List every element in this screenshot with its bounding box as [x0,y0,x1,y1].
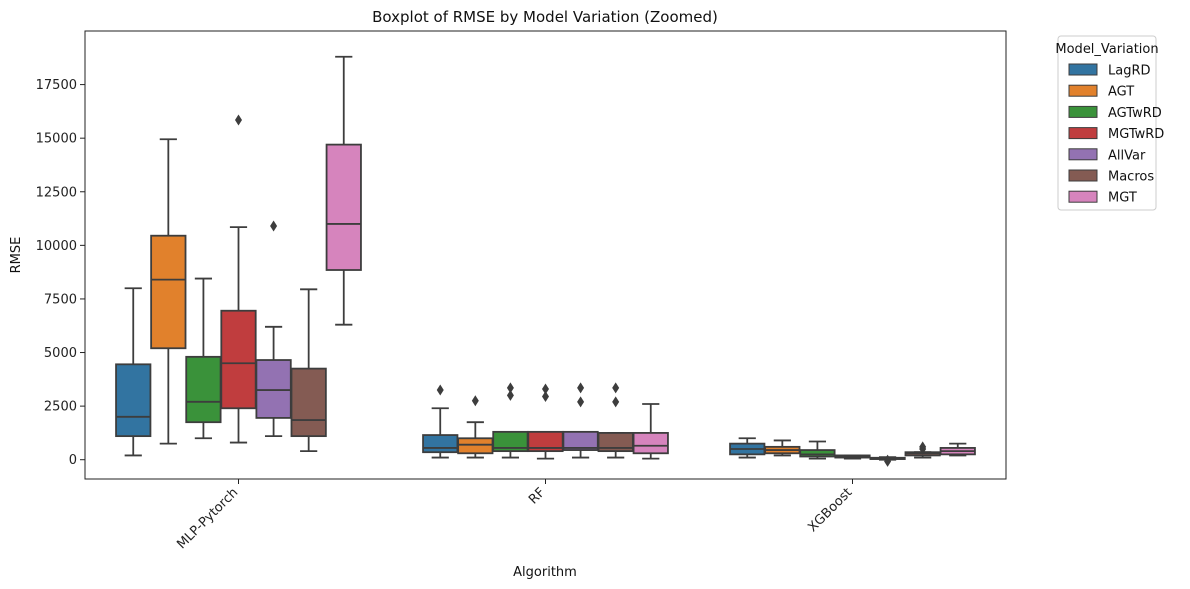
box-Macros-MLP-Pytorch [290,288,327,453]
box-iqr [255,359,292,419]
outlier-point [884,454,892,466]
legend-label: AGTwRD [1108,106,1162,121]
box-iqr [799,449,836,458]
box-iqr [290,367,327,438]
legend-item-AGTwRD: AGTwRD [1068,105,1162,121]
y-axis-title: RMSE [9,237,24,274]
box-MGT-XGBoost [939,442,976,457]
legend-swatch [1068,190,1098,203]
outlier-point [235,114,242,126]
legend-swatch [1068,127,1098,140]
box-iqr [632,432,669,455]
outlier-point [577,396,585,408]
plot-frame [84,30,1007,480]
y-tick-label: 10000 [36,239,77,254]
legend-label: LagRD [1108,64,1151,79]
legend-swatch [1068,63,1098,76]
box-MGTwRD-XGBoost [834,454,871,460]
box-iqr [220,309,257,410]
box-AGT-XGBoost [764,439,801,457]
outlier-point [506,382,514,394]
legend-item-AGT: AGT [1068,84,1134,100]
box-AllVar-XGBoost [869,454,906,467]
plot-area [115,55,976,467]
y-tick-label: 15000 [36,132,77,147]
legend-swatch [1068,169,1098,182]
outlier-point [919,441,927,453]
legend-label: Macros [1108,170,1154,185]
y-tick-label: 12500 [36,185,77,200]
outlier-point [577,382,585,394]
legend-swatch [1068,84,1098,97]
x-axis: MLP-Pytorch RF XGBoost [174,479,855,552]
box-AGTwRD-RF [492,382,529,459]
y-tick-label: 5000 [44,346,77,361]
box-LagRD-MLP-Pytorch [115,287,152,457]
legend-item-MGTwRD: MGTwRD [1068,127,1164,142]
y-tick-label: 0 [69,453,77,468]
box-iqr [115,363,152,438]
box-MGT-RF [632,403,669,460]
legend-swatch [1068,105,1098,118]
outlier-point [612,382,620,394]
x-tick-label: XGBoost [805,485,855,535]
y-tick-label: 7500 [44,292,77,307]
x-axis-title: Algorithm [513,565,577,580]
box-LagRD-RF [422,384,459,459]
box-AGT-MLP-Pytorch [150,138,187,445]
box-MGTwRD-MLP-Pytorch [220,114,257,444]
legend-swatch [1068,148,1098,161]
box-AGTwRD-XGBoost [799,440,836,460]
box-iqr [422,434,459,454]
box-MGT-MLP-Pytorch [325,55,362,326]
y-tick-label: 2500 [44,400,77,415]
y-tick-label: 17500 [36,78,77,93]
x-tick-label: RF [526,485,548,507]
box-LagRD-XGBoost [729,437,766,459]
box-Macros-RF [597,382,634,459]
legend: Model_Variation LagRD AGT AGTwRD MGTwRD AllV… [1055,35,1164,211]
legend-frame [1057,35,1157,211]
outlier-point [436,384,444,396]
legend-label: AGT [1108,85,1134,100]
box-AGT-RF [457,395,494,459]
box-iqr [457,437,494,455]
box-iqr [150,234,187,350]
legend-item-MGT: MGT [1068,190,1137,206]
outlier-point [506,389,514,401]
box-AGTwRD-MLP-Pytorch [185,277,222,440]
box-Macros-XGBoost [904,441,941,459]
chart-title: Boxplot of RMSE by Model Variation (Zoom… [372,8,718,26]
legend-item-LagRD: LagRD [1068,63,1151,79]
legend-title: Model_Variation [1055,42,1158,57]
box-iqr [185,355,222,424]
legend-label: MGT [1108,191,1137,206]
outlier-point [270,220,278,232]
box-iqr [325,143,362,271]
legend-item-Macros: Macros [1068,169,1154,185]
outlier-point [542,383,549,395]
legend-item-AllVar: AllVar [1068,148,1146,163]
x-tick-label: MLP-Pytorch [174,485,241,552]
outlier-point [542,390,549,402]
outlier-point [471,395,479,407]
outlier-point [612,396,620,408]
legend-items: LagRD AGT AGTwRD MGTwRD AllVar Macros MGT [1068,63,1164,206]
legend-label: MGTwRD [1108,127,1164,142]
box-MGTwRD-RF [527,383,564,460]
y-axis: 0 2500 5000 7500 10000 12500 15000 17500 [36,78,85,468]
box-AllVar-RF [562,382,599,459]
box-AllVar-MLP-Pytorch [255,220,292,438]
legend-label: AllVar [1108,148,1146,163]
